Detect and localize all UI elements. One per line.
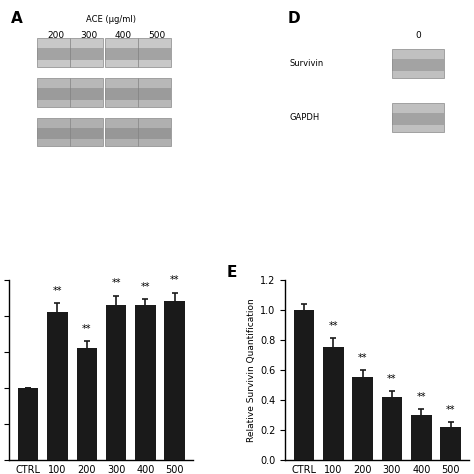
Bar xyxy=(105,88,138,100)
Bar xyxy=(37,88,70,100)
Bar xyxy=(440,427,461,460)
Bar xyxy=(37,48,70,60)
Bar xyxy=(47,312,68,460)
Text: 200: 200 xyxy=(47,31,64,40)
Text: **: ** xyxy=(170,275,180,285)
Text: 0: 0 xyxy=(415,31,420,40)
Bar xyxy=(105,128,138,139)
Text: A: A xyxy=(11,11,23,26)
Bar xyxy=(18,388,38,460)
Bar xyxy=(411,415,431,460)
Bar xyxy=(294,310,314,460)
Bar xyxy=(138,118,171,146)
Bar xyxy=(138,78,171,107)
Bar xyxy=(392,103,444,132)
Bar xyxy=(70,128,103,139)
Bar xyxy=(105,78,138,107)
Bar xyxy=(164,301,185,460)
Text: **: ** xyxy=(53,286,62,296)
Bar xyxy=(105,48,138,60)
Bar xyxy=(37,118,70,146)
Bar xyxy=(392,113,444,125)
Text: Survivin: Survivin xyxy=(289,59,323,68)
Bar xyxy=(138,48,171,60)
Y-axis label: Relative Survivin Quantification: Relative Survivin Quantification xyxy=(247,298,256,442)
Bar xyxy=(392,49,444,78)
Bar xyxy=(105,118,138,146)
Text: 400: 400 xyxy=(115,31,132,40)
Bar xyxy=(70,118,103,146)
Bar xyxy=(106,305,127,460)
Bar xyxy=(76,348,97,460)
Text: **: ** xyxy=(328,321,338,331)
Bar xyxy=(138,38,171,67)
Text: 300: 300 xyxy=(80,31,97,40)
Text: GAPDH: GAPDH xyxy=(289,113,319,122)
Bar xyxy=(37,128,70,139)
Bar xyxy=(37,78,70,107)
Bar xyxy=(70,38,103,67)
Text: **: ** xyxy=(446,405,456,415)
Bar xyxy=(70,48,103,60)
Bar xyxy=(323,347,344,460)
Text: **: ** xyxy=(358,353,367,363)
Text: **: ** xyxy=(141,282,150,292)
Text: E: E xyxy=(227,265,237,280)
Bar xyxy=(70,78,103,107)
Text: D: D xyxy=(287,11,300,26)
Bar xyxy=(37,38,70,67)
Text: **: ** xyxy=(417,392,426,401)
Bar xyxy=(138,128,171,139)
Text: **: ** xyxy=(82,324,91,334)
Bar xyxy=(70,88,103,100)
Bar xyxy=(352,377,373,460)
Bar xyxy=(382,397,402,460)
Bar xyxy=(392,59,444,71)
Text: ACE (μg/ml): ACE (μg/ml) xyxy=(86,15,136,24)
Text: **: ** xyxy=(387,374,397,383)
Bar xyxy=(138,88,171,100)
Text: 500: 500 xyxy=(148,31,165,40)
Bar xyxy=(105,38,138,67)
Text: **: ** xyxy=(111,278,121,288)
Bar xyxy=(135,305,155,460)
